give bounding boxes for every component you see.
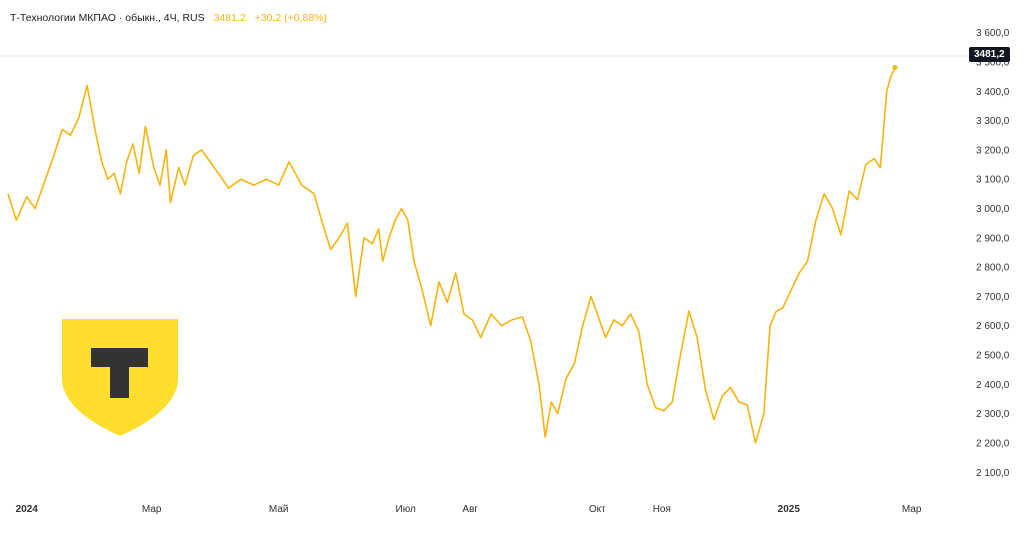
y-tick-label: 3 300,0	[976, 116, 1010, 127]
x-axis: 2024 Мар Май Июл Авг Окт Ноя 2025 Мар	[16, 504, 922, 515]
y-tick-label: 2 400,0	[976, 380, 1010, 391]
header-change: +30,2 (+0,88%)	[254, 12, 327, 24]
x-tick-label: Окт	[589, 504, 606, 515]
x-tick-label: Мар	[142, 504, 162, 515]
y-tick-label: 2 200,0	[976, 438, 1010, 449]
x-tick-label: Май	[269, 504, 289, 515]
y-tick-label: 3 000,0	[976, 204, 1010, 215]
tinkoff-shield-logo	[62, 319, 178, 436]
x-tick-label: Авг	[462, 504, 478, 515]
instrument-title: Т-Технологии МКПАО · обыкн., 4Ч, RUS	[10, 12, 205, 24]
x-tick-label: 2024	[16, 504, 39, 515]
y-tick-label: 2 300,0	[976, 409, 1010, 420]
y-tick-label: 2 900,0	[976, 233, 1010, 244]
last-price-label: 3481,2	[969, 47, 1010, 62]
y-tick-label: 2 100,0	[976, 468, 1010, 479]
y-tick-label: 3 400,0	[976, 87, 1010, 98]
x-tick-label: Мар	[902, 504, 922, 515]
x-tick-label: 2025	[778, 504, 801, 515]
y-tick-label: 3 100,0	[976, 175, 1010, 186]
price-series-line	[7, 67, 896, 444]
y-tick-label: 2 700,0	[976, 292, 1010, 303]
y-axis: 2 100,0 2 200,0 2 300,0 2 400,0 2 500,0 2 600…	[976, 28, 1010, 479]
x-tick-label: Ноя	[653, 504, 671, 515]
y-tick-label: 3 200,0	[976, 145, 1010, 156]
logo-t-letter-icon	[91, 348, 148, 398]
y-tick-label: 2 600,0	[976, 321, 1010, 332]
y-tick-label: 3 500,0	[976, 57, 1010, 68]
chart-header: Т-Технологии МКПАО · обыкн., 4Ч, RUS 348…	[10, 12, 333, 24]
y-tick-label: 3 600,0	[976, 28, 1010, 39]
last-point-marker	[892, 64, 898, 70]
header-price: 3481,2	[213, 12, 246, 24]
series-layer	[7, 64, 898, 444]
y-tick-label: 2 500,0	[976, 351, 1010, 362]
y-tick-label: 2 800,0	[976, 263, 1010, 274]
x-tick-label: Июл	[396, 504, 416, 515]
